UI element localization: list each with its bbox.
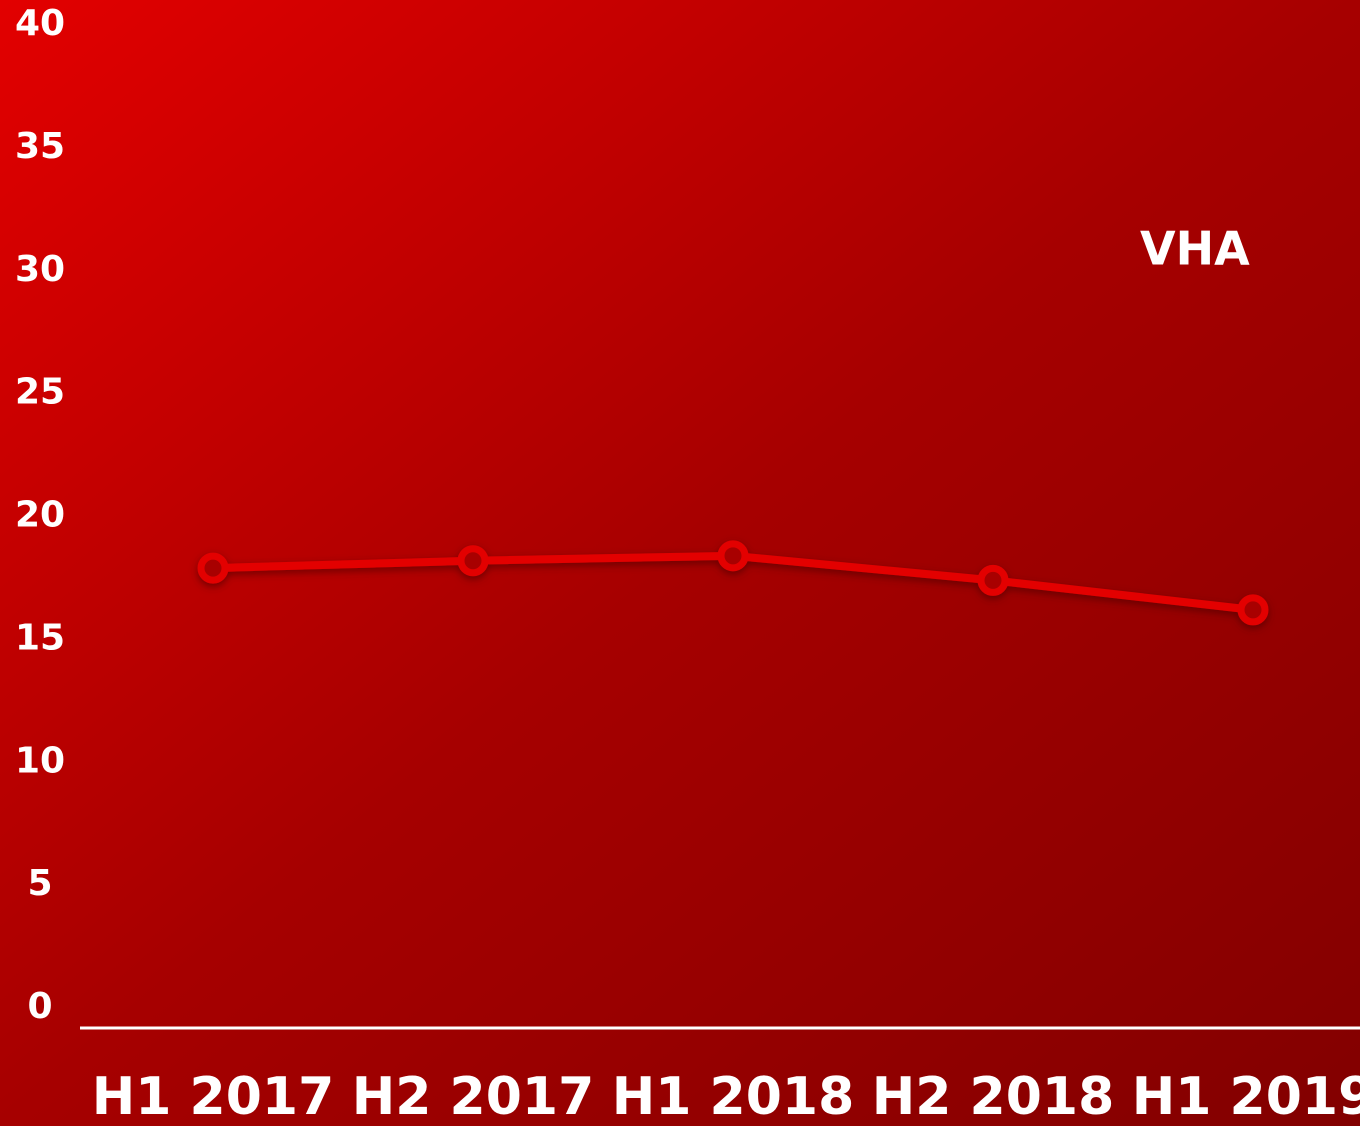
- x-tick-label: H2 2018: [872, 1067, 1115, 1126]
- y-tick-label: 30: [15, 249, 65, 290]
- y-tick-label: 5: [27, 863, 52, 904]
- marker: [717, 540, 749, 572]
- x-tick-label: H2 2017: [352, 1067, 595, 1126]
- marker: [977, 564, 1009, 596]
- y-tick-label: 25: [15, 372, 65, 413]
- x-tick-label: H1 2017: [92, 1067, 335, 1126]
- legend-label: VHA: [1140, 222, 1250, 276]
- marker: [457, 545, 489, 577]
- series: [197, 540, 1269, 626]
- x-tick-label: H1 2019: [1132, 1067, 1360, 1126]
- y-tick-label: 0: [27, 986, 52, 1027]
- marker: [1237, 594, 1269, 626]
- y-tick-label: 20: [15, 495, 65, 536]
- marker: [197, 552, 229, 584]
- x-tick-label: H1 2018: [612, 1067, 855, 1126]
- y-tick-label: 15: [15, 617, 65, 658]
- y-tick-label: 10: [15, 740, 65, 781]
- y-tick-label: 35: [15, 126, 65, 167]
- y-tick-label: 40: [15, 3, 65, 44]
